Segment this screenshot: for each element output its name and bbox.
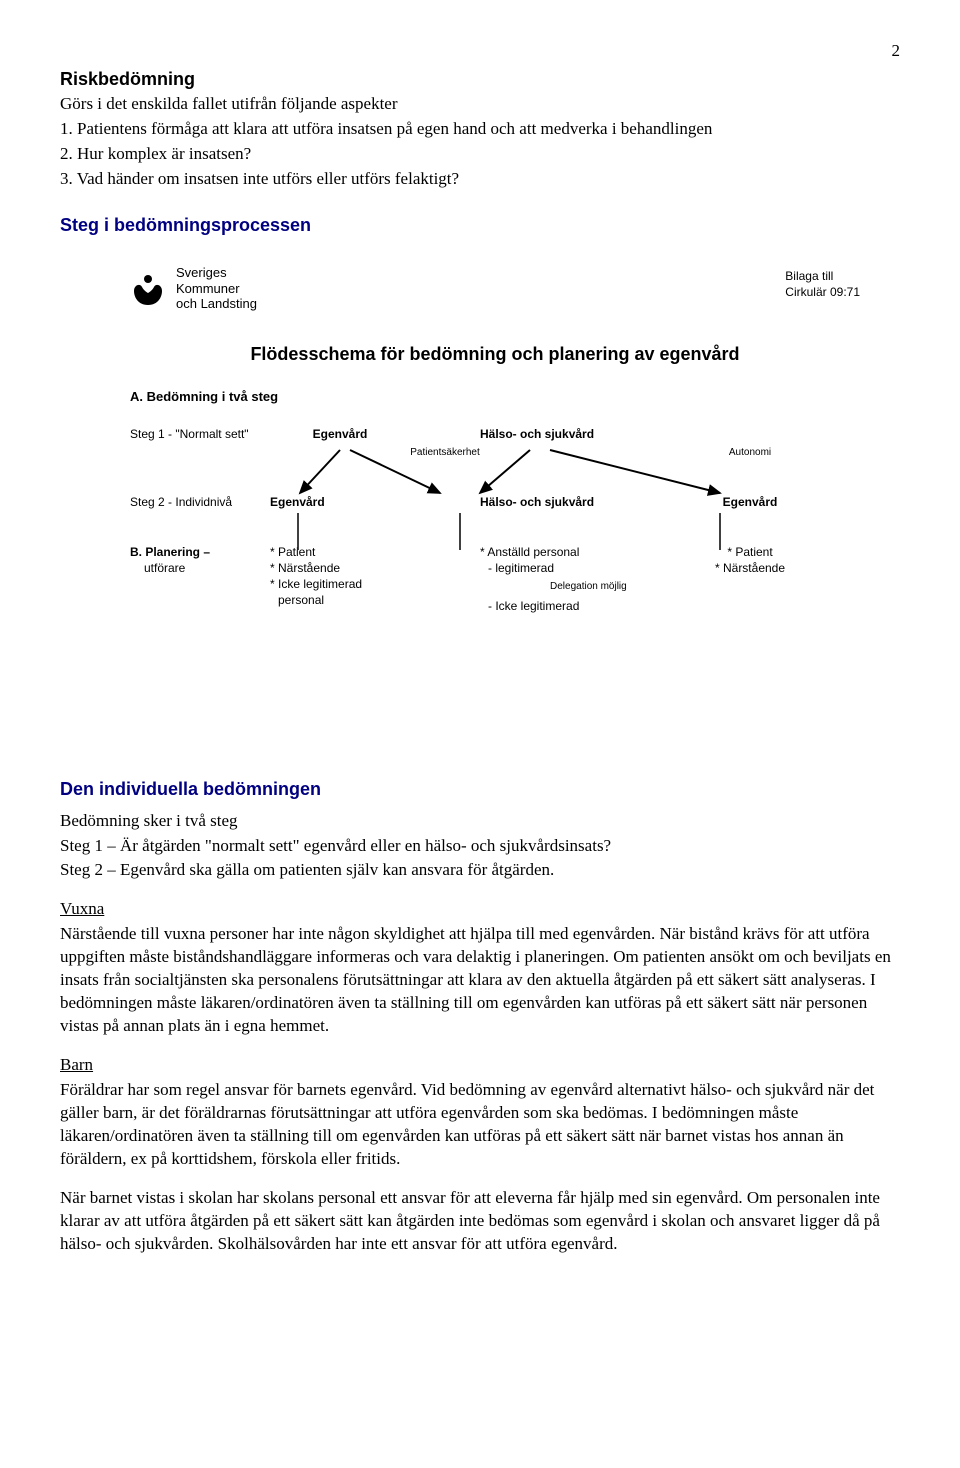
step1-egenvard: Egenvård: [270, 424, 410, 444]
individual-intro: Bedömning sker i två steg: [60, 810, 900, 833]
step2-egenvard: Egenvård: [270, 492, 410, 512]
risk-item-1: 1. Patientens förmåga att klara att utfö…: [60, 118, 900, 141]
bilaga-block: Bilaga till Cirkulär 09:71: [785, 269, 860, 300]
figure-title: Flödesschema för bedömning och planering…: [130, 342, 860, 366]
skl-line3: och Landsting: [176, 296, 257, 312]
skl-line1: Sveriges: [176, 265, 257, 281]
step1-label: Steg 1 - "Normalt sett": [130, 424, 270, 444]
flowchart-figure: Sveriges Kommuner och Landsting Bilaga t…: [60, 255, 900, 755]
autonomi-label: Autonomi: [670, 444, 830, 462]
steps-heading: Steg i bedömningsprocessen: [60, 213, 900, 237]
step2-egenvard-2: Egenvård: [670, 492, 830, 512]
risk-intro: Görs i det enskilda fallet utifrån följa…: [60, 93, 900, 116]
barn-body: Föräldrar har som regel ansvar för barne…: [60, 1079, 900, 1171]
vuxna-body: Närstående till vuxna personer har inte …: [60, 923, 900, 1038]
skl-logo-icon: [130, 271, 166, 307]
delegation-label: Delegation möjlig: [480, 580, 670, 594]
skl-logo-block: Sveriges Kommuner och Landsting: [130, 265, 257, 312]
risk-heading: Riskbedömning: [60, 67, 900, 91]
planning-col-1: * Patient * Närstående * Icke legitimera…: [270, 542, 410, 611]
bilaga-line1: Bilaga till: [785, 269, 860, 285]
planning-col-3: * Patient * Närstående: [670, 542, 830, 578]
individual-step1: Steg 1 – Är åtgärden "normalt sett" egen…: [60, 835, 900, 858]
risk-item-3: 3. Vad händer om insatsen inte utförs el…: [60, 168, 900, 191]
step2-halso: Hälso- och sjukvård: [480, 492, 670, 512]
skl-line2: Kommuner: [176, 281, 257, 297]
barn-heading: Barn: [60, 1055, 93, 1074]
barn-body-2: När barnet vistas i skolan har skolans p…: [60, 1187, 900, 1256]
patientsakerhet-label: Patientsäkerhet: [410, 444, 480, 462]
step2-label: Steg 2 - Individnivå: [130, 492, 270, 512]
figure-section-b: B. Planering – utförare: [130, 542, 270, 578]
bilaga-line2: Cirkulär 09:71: [785, 285, 860, 301]
vuxna-heading: Vuxna: [60, 899, 104, 918]
individual-step2: Steg 2 – Egenvård ska gälla om patienten…: [60, 859, 900, 882]
planning-col-2: * Anställd personal - legitimerad Delega…: [480, 542, 670, 616]
figure-section-a: A. Bedömning i två steg: [130, 388, 860, 406]
step1-halso: Hälso- och sjukvård: [480, 424, 670, 444]
individual-heading: Den individuella bedömningen: [60, 777, 900, 801]
page-number: 2: [60, 40, 900, 63]
risk-item-2: 2. Hur komplex är insatsen?: [60, 143, 900, 166]
